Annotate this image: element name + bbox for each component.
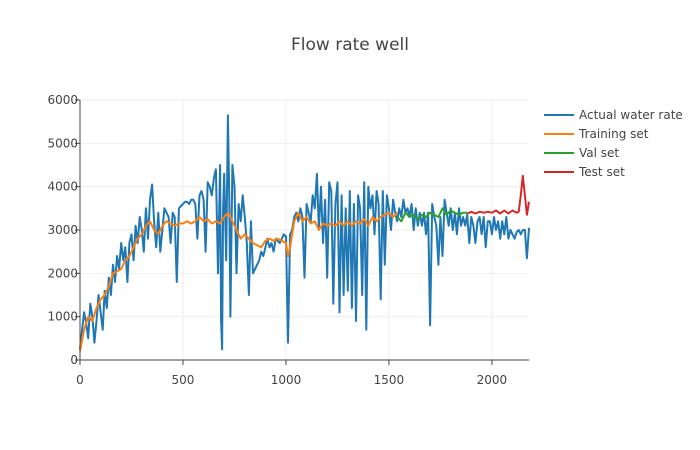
- legend-item-actual-water-rate[interactable]: Actual water rate: [544, 108, 683, 122]
- legend-item-val-set[interactable]: Val set: [544, 146, 619, 160]
- y-tick-label: 1000: [47, 310, 78, 324]
- x-tick-label: 500: [172, 373, 195, 387]
- series-line-test-set: [466, 174, 530, 216]
- axes: 0 500 1000 1500 2000 0 1000 2000 3000 4000 5000 600…: [47, 93, 529, 387]
- x-tick-label: 1500: [374, 373, 405, 387]
- y-tick-label: 0: [70, 353, 78, 367]
- x-tick-label: 0: [76, 373, 84, 387]
- x-tick-label: 2000: [477, 373, 508, 387]
- series-line-training-set: [79, 211, 398, 352]
- legend[interactable]: Actual water rate Training set Val set Test…: [544, 108, 683, 179]
- series-line-val-set: [396, 207, 468, 223]
- legend-item-training-set[interactable]: Training set: [544, 127, 649, 141]
- legend-label: Actual water rate: [579, 108, 683, 122]
- series-line-actual-water-rate: [79, 114, 530, 351]
- legend-label: Val set: [579, 146, 619, 160]
- chart-title: Flow rate well: [291, 35, 409, 55]
- y-tick-label: 5000: [47, 136, 78, 150]
- legend-item-test-set[interactable]: Test set: [544, 165, 625, 179]
- y-tick-label: 3000: [47, 223, 78, 237]
- x-tick-label: 1000: [271, 373, 302, 387]
- y-tick-label: 4000: [47, 180, 78, 194]
- legend-label: Training set: [578, 127, 649, 141]
- series-layer: [79, 114, 530, 352]
- y-tick-label: 2000: [47, 266, 78, 280]
- y-tick-label: 6000: [47, 93, 78, 107]
- legend-label: Test set: [578, 165, 625, 179]
